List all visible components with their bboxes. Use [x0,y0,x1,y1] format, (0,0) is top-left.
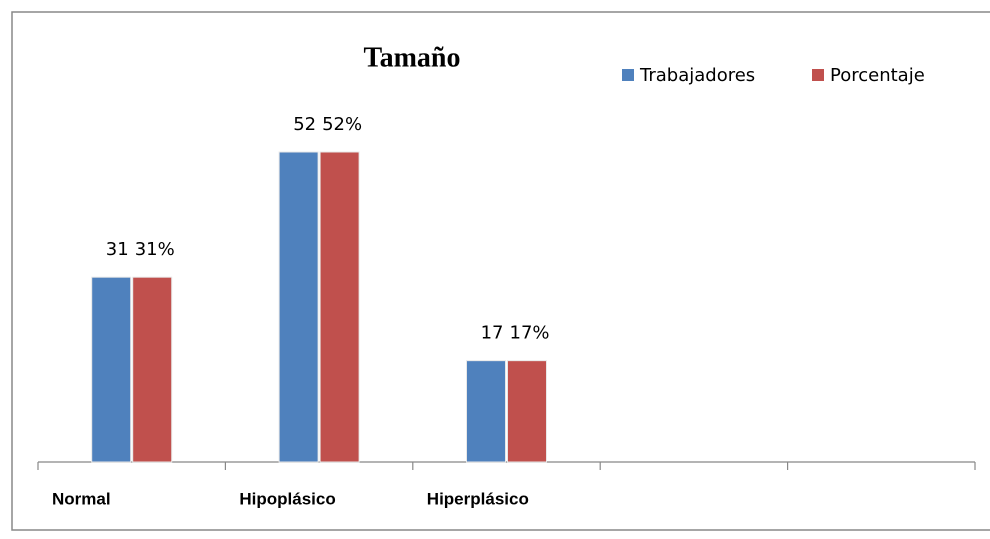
bar [319,151,360,463]
bar [278,151,319,463]
data-label: 17% [510,323,550,344]
x-tick-label: Normal [52,489,111,508]
bar [132,276,173,463]
data-label: 52 [293,114,316,135]
x-tick-label: Hiperplásico [427,489,529,508]
bar [466,360,506,463]
data-label: 52% [322,114,362,135]
chart-title: Tamaño [363,42,460,73]
bar [507,360,547,463]
data-label: 31 [106,239,129,260]
legend-label: Trabajadores [639,65,755,86]
data-label: 31% [135,239,175,260]
legend-label: Porcentaje [830,65,925,86]
x-tick-label: Hipoplásico [239,489,335,508]
legend-swatch [622,69,634,81]
bar [91,276,132,463]
legend-swatch [812,69,824,81]
data-label: 17 [481,323,504,344]
